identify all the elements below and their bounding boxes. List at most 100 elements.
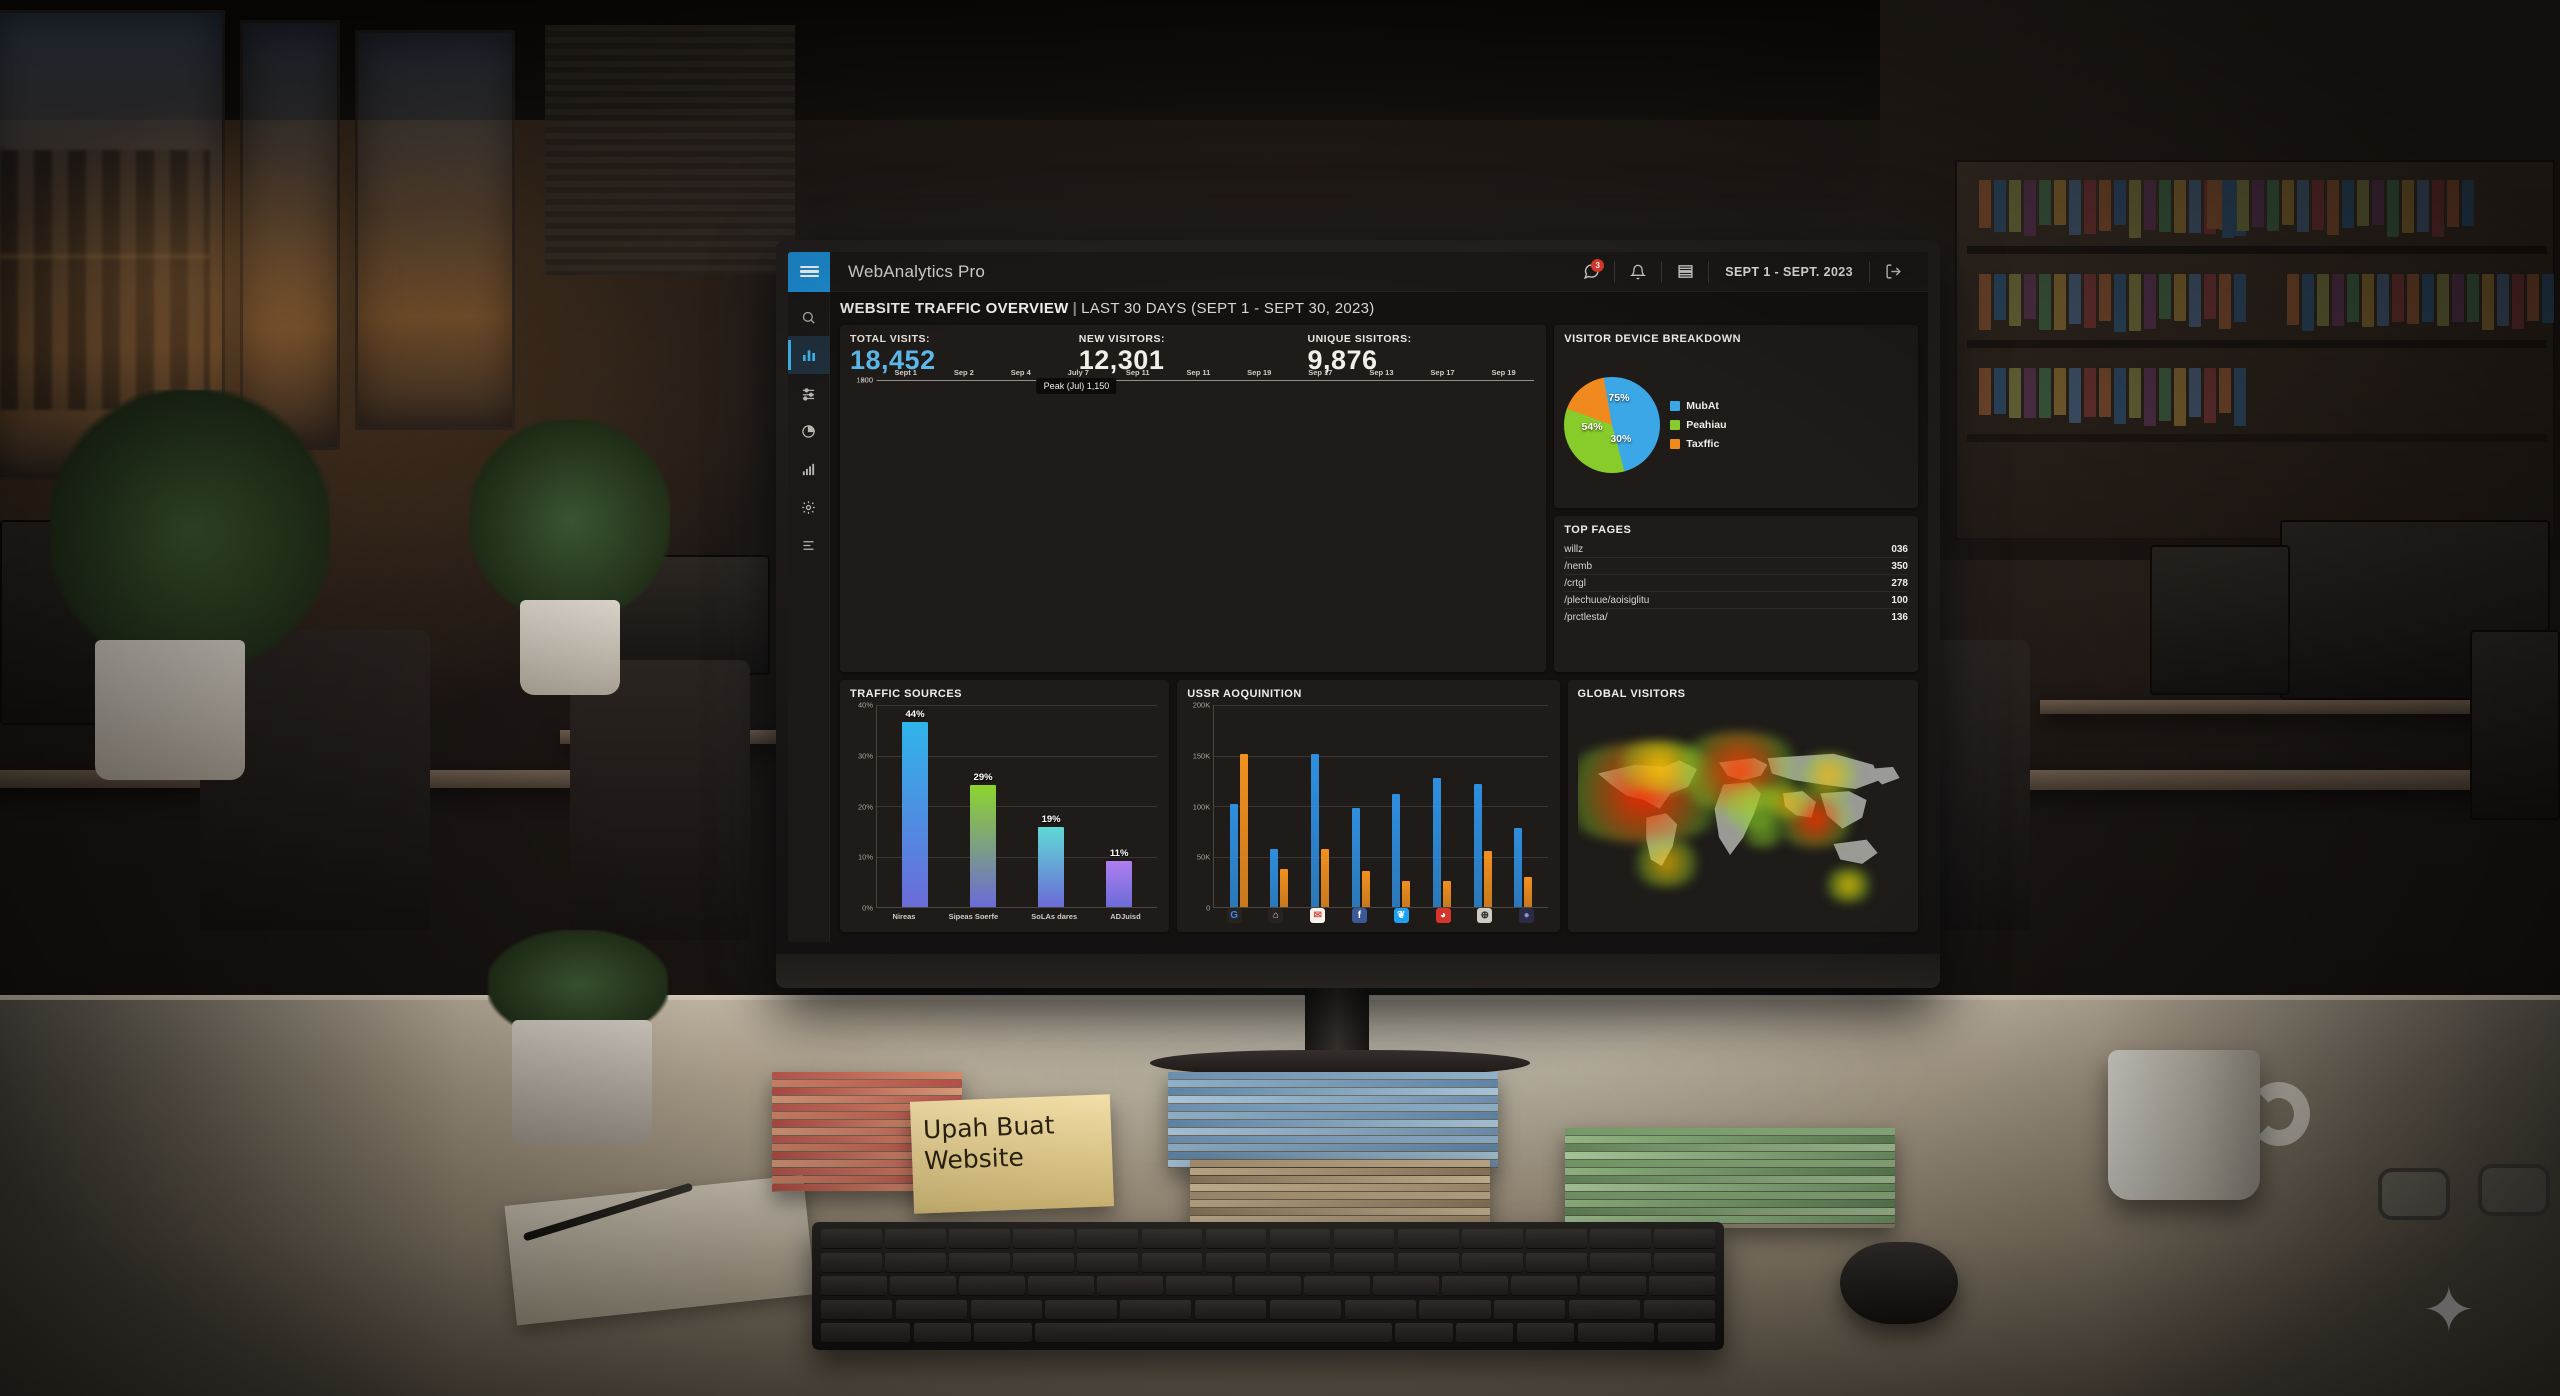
bar-column[interactable]: 19% — [1038, 705, 1064, 907]
bar-pair[interactable] — [1433, 705, 1451, 907]
keyboard-key[interactable] — [1590, 1229, 1651, 1249]
sidebar-item-list[interactable] — [788, 526, 830, 564]
keyboard-key[interactable] — [949, 1253, 1010, 1273]
keyboard-key[interactable] — [1649, 1276, 1715, 1296]
sidebar-item-filters[interactable] — [788, 374, 830, 412]
keyboard-key[interactable] — [1578, 1323, 1654, 1343]
keyboard-key[interactable] — [1654, 1253, 1715, 1273]
keyboard-key[interactable] — [1195, 1300, 1266, 1320]
keyboard-key[interactable] — [1345, 1300, 1416, 1320]
keyboard-key[interactable] — [1569, 1300, 1640, 1320]
keyboard-key[interactable] — [1035, 1323, 1392, 1343]
bar-pair[interactable] — [1311, 705, 1329, 907]
houzz-icon[interactable]: ⌂ — [1268, 908, 1283, 923]
top-page-row[interactable]: /plechuue/aoisiglitu 100 — [1564, 592, 1908, 609]
bar-column[interactable]: 44% — [902, 705, 928, 907]
keyboard-key[interactable] — [1045, 1300, 1116, 1320]
bar-pair[interactable] — [1474, 705, 1492, 907]
keyboard-key[interactable] — [914, 1323, 971, 1343]
bar-pair[interactable] — [1230, 705, 1248, 907]
keyboard-key[interactable] — [1590, 1253, 1651, 1273]
keyboard-key[interactable] — [1166, 1276, 1232, 1296]
sidebar-item-analytics[interactable] — [788, 336, 830, 374]
keyboard-key[interactable] — [1580, 1276, 1646, 1296]
legend-item[interactable]: Taxffic — [1670, 438, 1726, 450]
sidebar-item-performance[interactable] — [788, 450, 830, 488]
bar-column[interactable]: 29% — [970, 705, 996, 907]
globe-icon[interactable]: ⊕ — [1477, 908, 1492, 923]
keyboard-key[interactable] — [1206, 1253, 1267, 1273]
keyboard-key[interactable] — [1526, 1229, 1587, 1249]
keyboard-key[interactable] — [1395, 1323, 1452, 1343]
keyboard-key[interactable] — [1304, 1276, 1370, 1296]
keyboard-key[interactable] — [1077, 1253, 1138, 1273]
keyboard-key[interactable] — [1419, 1300, 1490, 1320]
keyboard-key[interactable] — [1456, 1323, 1513, 1343]
keyboard-key[interactable] — [821, 1229, 882, 1249]
keyboard-key[interactable] — [890, 1276, 956, 1296]
keyboard-key[interactable] — [1120, 1300, 1191, 1320]
keyboard-key[interactable] — [885, 1229, 946, 1249]
keyboard[interactable] — [812, 1222, 1724, 1350]
top-page-row[interactable]: /nemb 350 — [1564, 558, 1908, 575]
keyboard-key[interactable] — [821, 1323, 910, 1343]
keyboard-key[interactable] — [1373, 1276, 1439, 1296]
bar-pair[interactable] — [1270, 705, 1288, 907]
world-heatmap[interactable] — [1578, 705, 1908, 924]
bar-pair[interactable] — [1352, 705, 1370, 907]
keyboard-key[interactable] — [1270, 1253, 1331, 1273]
bell-icon[interactable] — [1615, 252, 1661, 292]
keyboard-key[interactable] — [1028, 1276, 1094, 1296]
keyboard-key[interactable] — [821, 1276, 887, 1296]
grid-icon[interactable] — [1662, 252, 1708, 292]
keyboard-key[interactable] — [1517, 1323, 1574, 1343]
traffic-line-chart[interactable]: Peak (Jul) 1,150 0 300 600 900 1200 1500 Sept… — [850, 380, 1536, 664]
legend-item[interactable]: Peahiau — [1670, 419, 1726, 431]
keyboard-key[interactable] — [1462, 1229, 1523, 1249]
keyboard-key[interactable] — [896, 1300, 967, 1320]
keyboard-key[interactable] — [885, 1253, 946, 1273]
keyboard-key[interactable] — [1654, 1229, 1715, 1249]
keyboard-key[interactable] — [1097, 1276, 1163, 1296]
keyboard-key[interactable] — [959, 1276, 1025, 1296]
keyboard-key[interactable] — [1658, 1323, 1715, 1343]
top-page-row[interactable]: willz 036 — [1564, 541, 1908, 558]
keyboard-key[interactable] — [1442, 1276, 1508, 1296]
sidebar-item-reports[interactable] — [788, 412, 830, 450]
keyboard-key[interactable] — [1398, 1229, 1459, 1249]
messages-icon[interactable]: 3 — [1568, 252, 1614, 292]
facebook-icon[interactable]: f — [1352, 908, 1367, 923]
keyboard-key[interactable] — [1462, 1253, 1523, 1273]
keyboard-key[interactable] — [1077, 1229, 1138, 1249]
bar-pair[interactable] — [1392, 705, 1410, 907]
google-icon[interactable]: G — [1227, 908, 1242, 923]
logout-icon[interactable] — [1870, 252, 1916, 292]
keyboard-key[interactable] — [1013, 1253, 1074, 1273]
gmail-icon[interactable]: ✉ — [1310, 908, 1325, 923]
hamburger-icon[interactable] — [788, 252, 830, 292]
sidebar-item-settings[interactable] — [788, 488, 830, 526]
keyboard-key[interactable] — [949, 1229, 1010, 1249]
keyboard-key[interactable] — [1142, 1229, 1203, 1249]
mouse[interactable] — [1840, 1242, 1958, 1324]
keyboard-key[interactable] — [1142, 1253, 1203, 1273]
legend-item[interactable]: MubAt — [1670, 400, 1726, 412]
keyboard-key[interactable] — [1526, 1253, 1587, 1273]
bar-column[interactable]: 11% — [1106, 705, 1132, 907]
device-pie-chart[interactable]: 30% 54% 75% — [1564, 377, 1660, 473]
keyboard-key[interactable] — [1206, 1229, 1267, 1249]
keyboard-key[interactable] — [821, 1253, 882, 1273]
date-range-selector[interactable]: SEPT 1 - SEPT. 2023 — [1709, 265, 1869, 279]
keyboard-key[interactable] — [1013, 1229, 1074, 1249]
keyboard-key[interactable] — [1644, 1300, 1715, 1320]
keyboard-key[interactable] — [1334, 1229, 1395, 1249]
bar-pair[interactable] — [1514, 705, 1532, 907]
sidebar-item-search[interactable] — [788, 298, 830, 336]
keyboard-key[interactable] — [971, 1300, 1042, 1320]
twitter-icon[interactable]: ❦ — [1394, 908, 1409, 923]
keyboard-key[interactable] — [1494, 1300, 1565, 1320]
keyboard-key[interactable] — [1334, 1253, 1395, 1273]
top-page-row[interactable]: /crtgl 278 — [1564, 575, 1908, 592]
keyboard-key[interactable] — [974, 1323, 1031, 1343]
keyboard-key[interactable] — [1398, 1253, 1459, 1273]
